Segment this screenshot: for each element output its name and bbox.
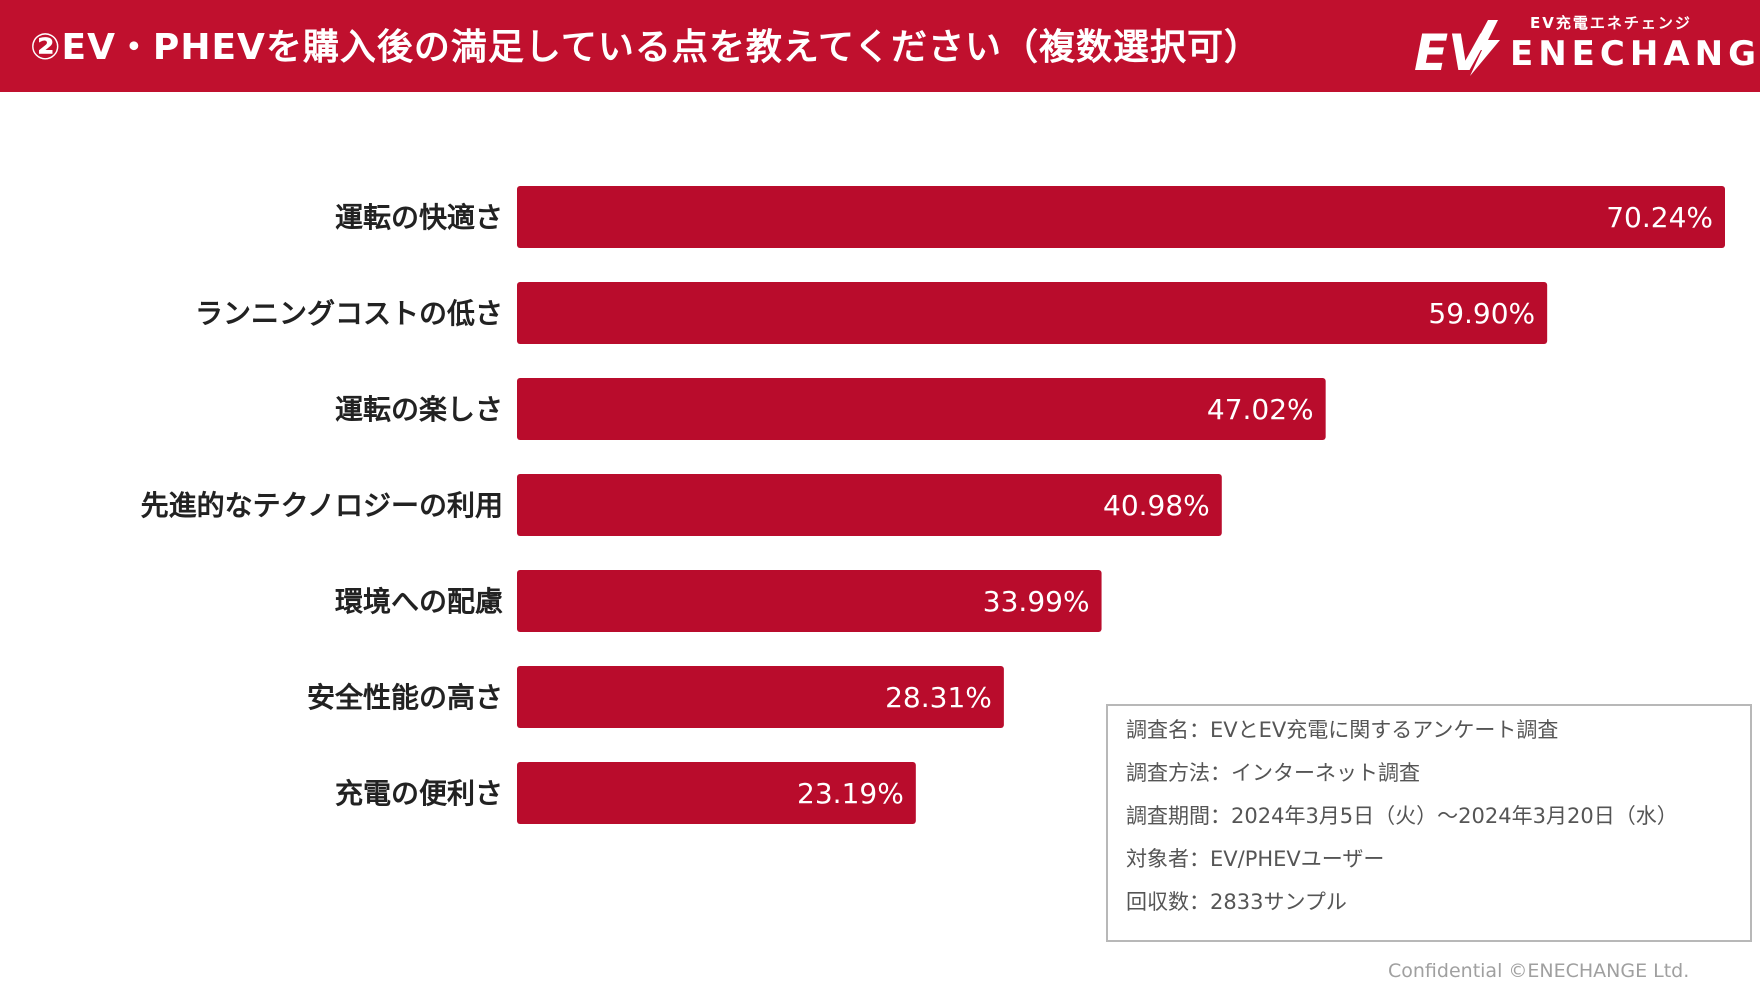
bar-value-label: 70.24% <box>1606 201 1713 234</box>
page-title: ②EV・PHEVを購入後の満足している点を教えてください（複数選択可） <box>30 27 1261 68</box>
category-label: 充電の便利さ <box>335 777 503 810</box>
survey-period: 調査期間：2024年3月5日（火）〜2024年3月20日（水） <box>1126 804 1678 828</box>
survey-info-box: 調査名：EVとEV充電に関するアンケート調査 調査方法：インターネット調査 調査… <box>1106 704 1752 942</box>
bar <box>517 570 1102 632</box>
bar-value-label: 23.19% <box>797 777 904 810</box>
logo-mark: EV <box>1414 24 1490 82</box>
category-label: 先進的なテクノロジーの利用 <box>141 489 503 522</box>
bar-value-label: 59.90% <box>1428 297 1535 330</box>
bar <box>517 474 1222 536</box>
bar-value-label: 28.31% <box>885 681 992 714</box>
survey-samples: 回収数：2833サンプル <box>1126 890 1347 914</box>
header-bar: ②EV・PHEVを購入後の満足している点を教えてください（複数選択可） EV E… <box>0 0 1760 92</box>
enechange-logo: EV EV充電エネチェンジ ENECHANGE <box>1410 10 1760 82</box>
bar-value-label: 47.02% <box>1207 393 1314 426</box>
category-label: 運転の快適さ <box>335 201 503 234</box>
bar <box>517 378 1326 440</box>
category-label: 環境への配慮 <box>335 585 503 618</box>
survey-name: 調査名：EVとEV充電に関するアンケート調査 <box>1126 718 1559 742</box>
bar <box>517 282 1548 344</box>
bar-value-label: 33.99% <box>983 585 1090 618</box>
bar-chart: 運転の快適さ 70.24% ランニングコストの低さ 59.90% 運転の楽しさ 47.02… <box>141 186 1725 824</box>
confidential-footer: Confidential ©ENECHANGE Ltd. <box>1388 960 1690 982</box>
category-label: ランニングコストの低さ <box>195 297 503 330</box>
survey-target: 対象者：EV/PHEVユーザー <box>1126 847 1385 871</box>
category-label: 運転の楽しさ <box>335 393 503 426</box>
logo-name: ENECHANGE <box>1510 34 1760 74</box>
bar-value-label: 40.98% <box>1103 489 1210 522</box>
survey-method: 調査方法：インターネット調査 <box>1126 761 1420 785</box>
bar <box>517 666 1004 728</box>
ev-lightning-icon: EV <box>1414 20 1500 82</box>
bar <box>517 186 1725 248</box>
logo-subtitle: EV充電エネチェンジ <box>1530 14 1692 32</box>
bar <box>517 762 916 824</box>
category-label: 安全性能の高さ <box>307 681 503 714</box>
